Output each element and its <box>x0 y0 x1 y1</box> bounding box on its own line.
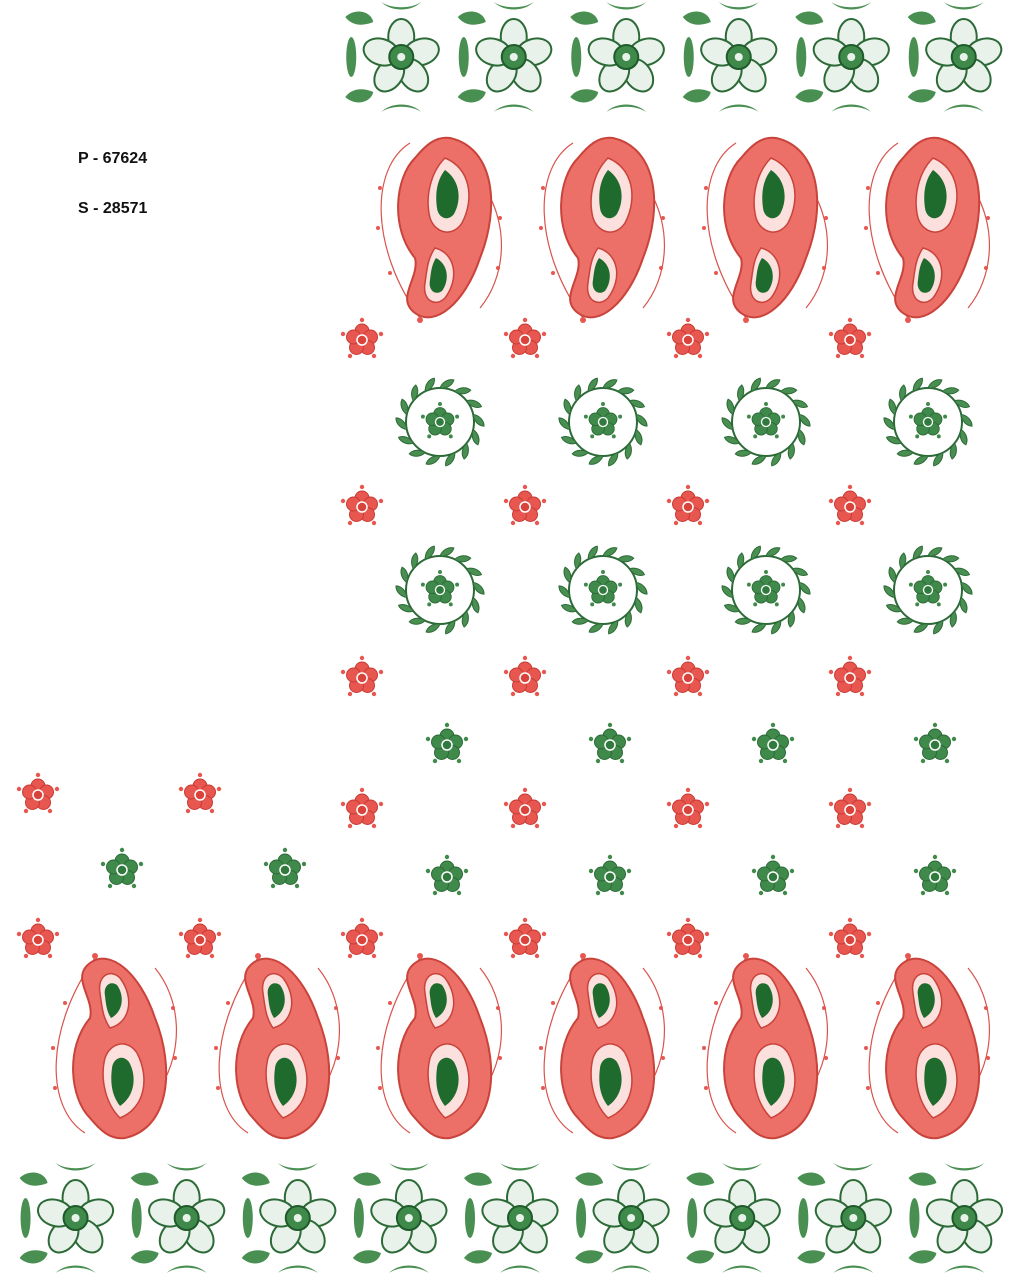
red-flower <box>340 317 384 359</box>
red-flower <box>340 787 384 829</box>
red-flower <box>666 484 710 526</box>
red-flower <box>503 787 547 829</box>
red-flower <box>503 917 547 959</box>
paisley <box>538 952 666 1140</box>
green-flower <box>425 722 469 764</box>
wreath <box>720 544 812 635</box>
red-flower <box>828 917 872 959</box>
paisley <box>863 136 991 324</box>
paisley <box>701 952 829 1140</box>
green-flower <box>751 854 795 896</box>
red-flower <box>828 317 872 359</box>
wreath <box>557 544 649 635</box>
red-flower <box>666 317 710 359</box>
product-code: P - 67624 <box>78 150 147 167</box>
red-flower <box>503 317 547 359</box>
stitch-code: S - 28571 <box>78 200 147 217</box>
paisley <box>375 136 503 324</box>
paisley <box>375 952 503 1140</box>
red-flower <box>666 917 710 959</box>
red-flower <box>178 772 222 814</box>
paisley <box>701 136 829 324</box>
red-flower <box>828 484 872 526</box>
green-flower <box>588 722 632 764</box>
wreath <box>394 544 486 635</box>
red-flower <box>828 655 872 697</box>
paisley <box>50 952 178 1140</box>
wreath <box>882 376 974 467</box>
wreath <box>720 376 812 467</box>
red-flower <box>340 484 384 526</box>
red-flower <box>503 655 547 697</box>
green-flower <box>588 854 632 896</box>
green-flower <box>263 847 307 889</box>
red-flower <box>16 772 60 814</box>
green-flower <box>100 847 144 889</box>
red-flower <box>340 917 384 959</box>
green-flower <box>913 722 957 764</box>
wreath <box>557 376 649 467</box>
green-flower <box>913 854 957 896</box>
red-flower <box>340 655 384 697</box>
paisley <box>863 952 991 1140</box>
wreath <box>882 544 974 635</box>
paisley <box>538 136 666 324</box>
green-flower <box>425 854 469 896</box>
red-flower <box>828 787 872 829</box>
paisley <box>213 952 341 1140</box>
red-flower <box>178 917 222 959</box>
red-flower <box>16 917 60 959</box>
red-flower <box>503 484 547 526</box>
green-flower <box>751 722 795 764</box>
top-border-band <box>345 2 1020 114</box>
red-flower <box>666 787 710 829</box>
motifs <box>16 1 1020 1275</box>
wreath <box>394 376 486 467</box>
red-flower <box>666 655 710 697</box>
